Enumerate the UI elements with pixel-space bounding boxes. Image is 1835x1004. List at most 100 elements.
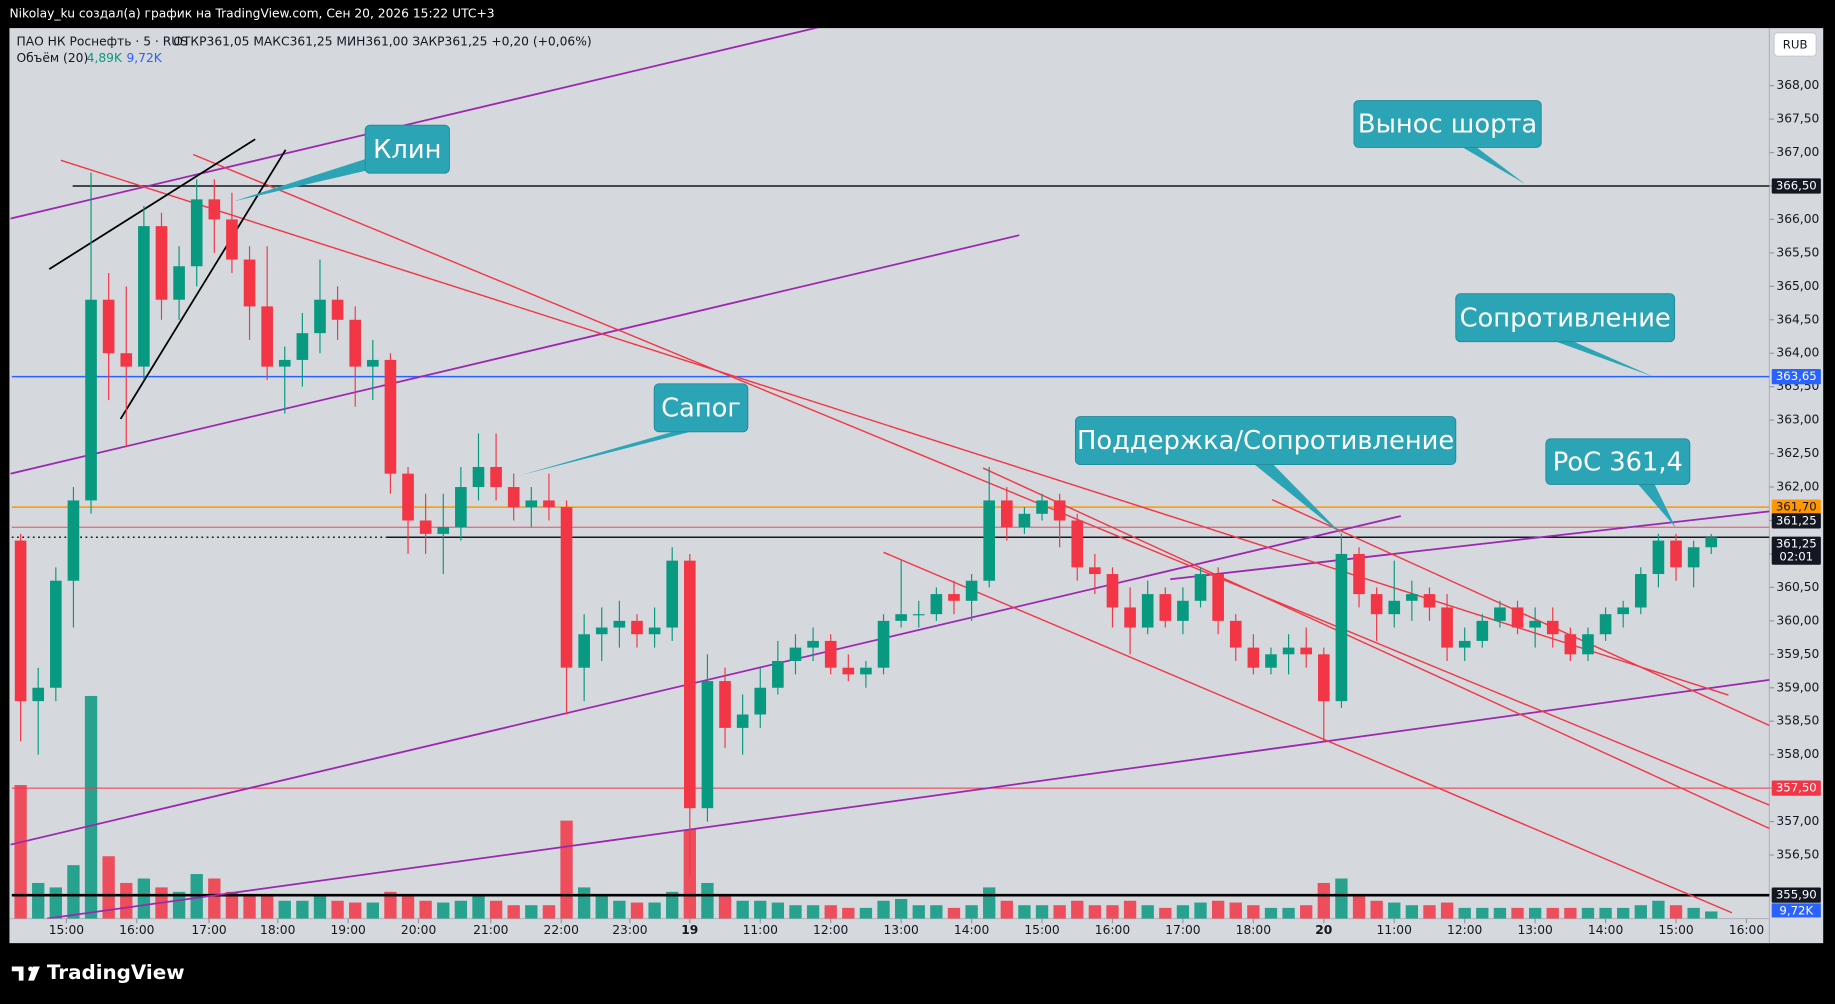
trend-line bbox=[1170, 510, 1770, 581]
callout-text: PoC 361,4 bbox=[1553, 447, 1683, 477]
candle-body bbox=[684, 560, 696, 809]
candle-body bbox=[701, 681, 714, 809]
candle-body bbox=[402, 473, 414, 521]
callout-pointer bbox=[1638, 484, 1676, 528]
callout-box bbox=[1545, 438, 1691, 485]
callout-text: Клин bbox=[373, 135, 441, 165]
candle-body bbox=[860, 667, 872, 675]
candle-body bbox=[912, 614, 925, 616]
volume-bar bbox=[1528, 907, 1542, 919]
candle-body bbox=[67, 500, 80, 581]
candle-body bbox=[278, 359, 291, 367]
candle-body bbox=[1476, 620, 1489, 641]
candle-body bbox=[1458, 640, 1471, 648]
candle-body bbox=[1282, 647, 1295, 655]
currency-button[interactable] bbox=[1773, 32, 1817, 57]
candle-body bbox=[983, 500, 996, 581]
candle-body bbox=[631, 620, 643, 635]
x-tick-label: 20:00 bbox=[401, 923, 436, 937]
candle-body bbox=[772, 660, 784, 688]
volume-bar bbox=[278, 900, 291, 919]
candle-body bbox=[948, 594, 960, 601]
price-tag-label: 361,25 bbox=[1776, 513, 1817, 527]
candle-body bbox=[384, 359, 397, 474]
candle-body bbox=[208, 199, 221, 220]
credit: Nikolay_ku создал(а) график на TradingVi… bbox=[9, 7, 494, 21]
callout-text: Сапог bbox=[661, 393, 741, 423]
candle-body bbox=[314, 299, 326, 334]
volume-bar bbox=[630, 902, 644, 919]
volume-bar bbox=[437, 902, 450, 919]
volume-bar bbox=[1405, 905, 1419, 919]
drawings bbox=[10, 28, 1770, 919]
volume-bar bbox=[384, 891, 397, 919]
volume-bar bbox=[472, 896, 485, 919]
volume-bar bbox=[1511, 907, 1524, 919]
x-tick-label: 13:00 bbox=[1517, 923, 1552, 937]
y-tick-label: 357,00 bbox=[1776, 814, 1819, 828]
candle-body bbox=[1141, 594, 1154, 628]
candle-body bbox=[1617, 607, 1630, 615]
candle-body bbox=[1494, 607, 1506, 621]
volume-bar bbox=[172, 891, 186, 919]
candle-body bbox=[543, 500, 555, 508]
volume-bar bbox=[701, 882, 714, 919]
currency[interactable]: RUB bbox=[1783, 38, 1808, 52]
candle-body bbox=[14, 540, 27, 702]
volume-bar bbox=[842, 907, 855, 919]
callout-pointer bbox=[234, 159, 366, 202]
x-tick-label: 14:00 bbox=[1588, 923, 1623, 937]
volume-bar bbox=[789, 905, 802, 919]
volume-bar bbox=[947, 907, 961, 919]
candle-body bbox=[1300, 647, 1313, 655]
brand-logo: TradingView bbox=[11, 961, 185, 984]
y-tick-label: 356,50 bbox=[1776, 848, 1819, 862]
y-tick-label: 362,00 bbox=[1776, 480, 1819, 494]
x-tick-label: 15:00 bbox=[49, 923, 84, 937]
candle-body bbox=[525, 500, 538, 508]
x-tick-label: 17:00 bbox=[191, 923, 226, 937]
candle-body bbox=[1106, 574, 1119, 608]
trend-line bbox=[60, 159, 1729, 696]
candle-body bbox=[666, 560, 679, 628]
candle-body bbox=[1335, 553, 1348, 702]
trend-line bbox=[10, 234, 1020, 475]
trend-line bbox=[883, 551, 1733, 914]
volume-bar bbox=[102, 856, 115, 919]
volume-bar bbox=[14, 785, 27, 919]
x-tick-label: 11:00 bbox=[1377, 923, 1412, 937]
volume-bar bbox=[208, 878, 221, 919]
candle-body bbox=[102, 299, 115, 354]
candle-body bbox=[1546, 620, 1559, 635]
volume-bar bbox=[296, 900, 309, 919]
price-tag bbox=[1771, 369, 1821, 385]
candle-body bbox=[1634, 574, 1647, 608]
candle-body bbox=[648, 627, 661, 635]
x-tick-label: 19:00 bbox=[330, 923, 365, 937]
trend-line bbox=[982, 467, 1770, 830]
candle-body bbox=[173, 266, 185, 300]
volume-bar bbox=[1211, 900, 1225, 919]
volume-bar bbox=[577, 887, 591, 919]
volume-bar bbox=[1440, 902, 1454, 919]
price-tag bbox=[1771, 887, 1821, 903]
candle-body bbox=[736, 714, 749, 728]
callout-text: Вынос шорта bbox=[1358, 110, 1537, 140]
symbol: ПАО НК Роснефть · 5 · RUS bbox=[16, 35, 188, 49]
volume-bar bbox=[120, 882, 133, 919]
candle-body bbox=[1212, 574, 1224, 621]
candle-body bbox=[1317, 654, 1330, 702]
volume-bar bbox=[1546, 907, 1559, 919]
trend-line bbox=[192, 153, 1770, 806]
volume-bar bbox=[32, 882, 45, 919]
y-tick-label: 360,50 bbox=[1776, 580, 1819, 594]
volume-bar bbox=[1317, 882, 1330, 919]
volume-bar bbox=[1617, 907, 1630, 919]
candle-body bbox=[719, 681, 731, 728]
volume-bar bbox=[419, 900, 432, 919]
x-tick-label: 17:00 bbox=[1165, 923, 1200, 937]
trend-line bbox=[10, 28, 819, 220]
volume-bar bbox=[225, 891, 239, 919]
candle-body bbox=[226, 219, 238, 260]
volume-bar bbox=[1194, 902, 1207, 919]
